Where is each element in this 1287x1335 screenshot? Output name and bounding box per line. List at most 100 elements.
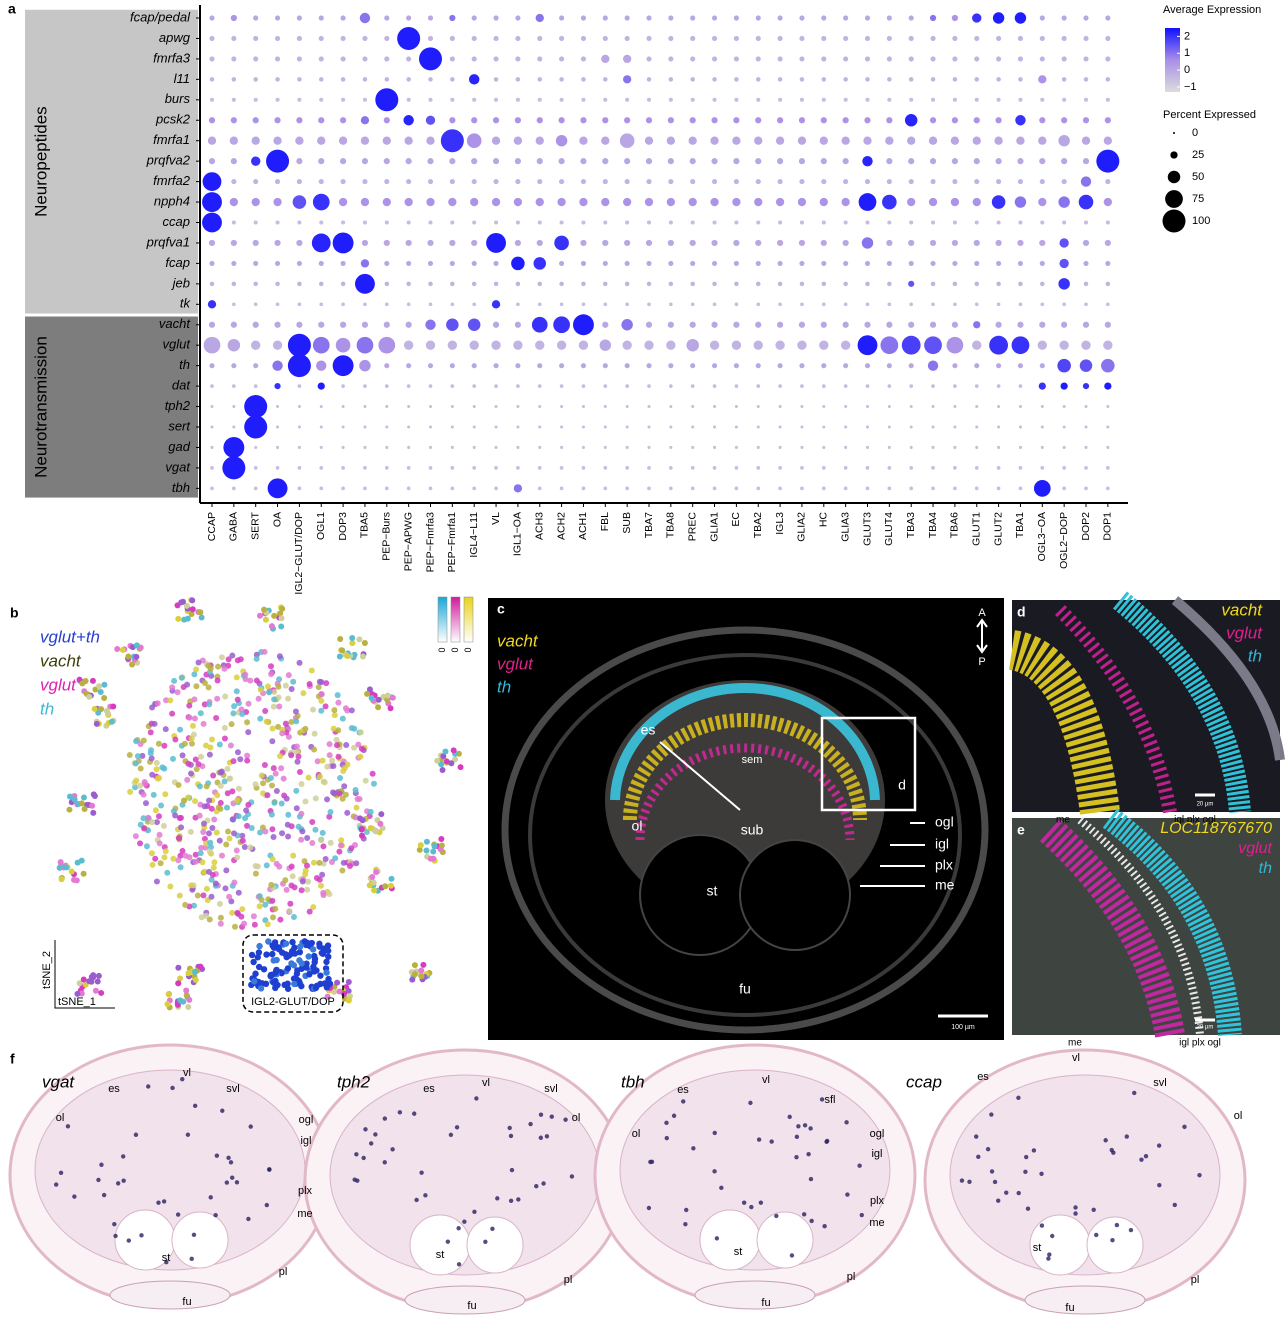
dot [406,77,411,82]
dot [647,384,651,388]
dot [909,384,913,388]
dot [953,487,957,491]
cell-dot [390,695,396,701]
dot [232,302,236,306]
region-label: ogl [870,1128,885,1140]
cell-dot [262,762,268,768]
dot [582,302,586,306]
region-label: vl [183,1067,191,1079]
dot [668,36,673,41]
cell-dot [378,811,384,817]
stained-cell [719,1186,723,1190]
dot [320,446,323,449]
dot [553,316,570,333]
dot [536,137,544,145]
stained-cell [383,1116,387,1120]
dot [1018,220,1022,224]
stained-cell [1032,1148,1036,1152]
cell-dot [320,830,326,836]
dot [974,363,979,368]
dot [581,15,586,20]
dot [559,15,564,20]
dot [537,117,543,123]
dot [473,446,476,449]
cell-dot [125,654,131,660]
cell-dot [105,711,111,717]
dot [1038,341,1047,350]
dot [647,220,651,224]
dot [690,179,695,184]
dot [1062,179,1067,184]
cluster-label: PEP−Fmrfa3 [424,512,436,573]
cell-dot [133,761,139,767]
dot [450,220,454,224]
cell-dot [188,771,194,777]
dot [735,466,739,470]
cell-dot [269,972,275,978]
gene-label: fcap [165,255,190,270]
dot [1062,36,1067,41]
dot [909,220,913,224]
cell-dot [351,745,357,751]
dot [975,302,979,306]
cell-dot [356,636,362,642]
dot [383,137,391,145]
dot [251,341,260,350]
cell-dot [424,839,430,845]
dot [800,77,805,82]
cell-dot [359,746,365,752]
cell-dot [349,707,355,713]
dot [909,36,914,41]
cell-dot [327,752,333,758]
dot [713,302,717,306]
dot [516,384,520,388]
dot [734,282,739,287]
stained-cell [235,1180,239,1184]
dot [274,322,280,328]
dot [778,466,782,470]
dot [363,98,367,102]
dot [667,198,675,206]
cell-dot [204,783,210,789]
dot [297,261,302,266]
dot [735,425,738,428]
dot [341,282,346,287]
dot [451,405,454,408]
cell-dot [245,802,251,808]
dot [1039,117,1045,123]
dot [1018,363,1023,368]
dot [560,302,564,306]
dot [689,137,697,145]
colorbar-label: 0 [1184,64,1190,76]
stained-cell [681,1099,685,1103]
dot [799,179,804,184]
cell-dot [191,696,197,702]
dot [363,487,367,491]
dot [865,98,869,102]
dot [754,137,762,145]
stained-cell [516,1197,520,1201]
dot [1040,56,1045,61]
cell-dot [278,765,284,771]
dot [997,425,1000,428]
dot [378,337,395,354]
gene-label: tbh [172,480,190,495]
cell-dot [154,879,160,885]
cell-dot [161,823,167,829]
dot [646,179,651,184]
dot [1040,179,1045,184]
dot [882,195,897,210]
stained-cell [192,1233,196,1237]
dot [274,383,280,389]
gene-label: prqfva2 [146,153,191,168]
cell-dot [200,829,206,835]
statocyst [467,1217,523,1273]
stained-cell [102,1193,106,1197]
cell-dot [185,970,191,976]
cell-dot [253,781,259,787]
stained-cell [267,1167,271,1171]
cell-dot [208,894,214,900]
cell-dot [268,775,274,781]
dot [472,56,477,61]
dot [407,405,410,408]
